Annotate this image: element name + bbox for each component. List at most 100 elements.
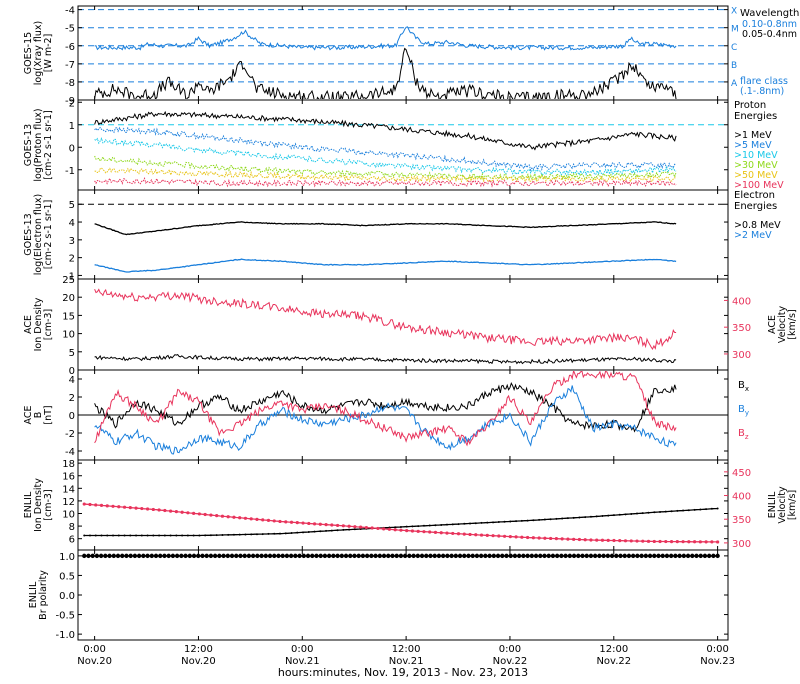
series-point	[86, 553, 91, 559]
series-point	[83, 534, 86, 537]
series-point	[229, 553, 235, 559]
series-point	[169, 509, 173, 513]
series-point	[614, 553, 619, 559]
series-point	[312, 522, 317, 526]
series-point	[200, 553, 205, 559]
series-point	[486, 521, 489, 524]
y-axis-label: GOES-13 log(Proton flux) [cm-2 s-1 sr-1]	[23, 108, 54, 181]
series-point	[577, 537, 582, 542]
series-point	[266, 518, 271, 522]
series-point	[243, 516, 248, 520]
series-point	[623, 539, 628, 543]
series-point	[704, 540, 708, 544]
series-point	[491, 534, 495, 538]
series-point	[343, 553, 349, 559]
series-point	[415, 553, 421, 559]
series-point	[589, 538, 593, 542]
series-point	[369, 553, 374, 559]
series-point	[635, 553, 640, 559]
series-point	[559, 553, 564, 559]
series-point	[284, 553, 290, 559]
legend-title: Energies	[734, 111, 777, 122]
y2-axis-label-line: [km/s]	[787, 490, 798, 520]
series-line	[94, 176, 677, 188]
series-point	[318, 553, 323, 559]
series-point	[398, 553, 404, 559]
series-point	[687, 509, 690, 512]
series-point	[428, 524, 431, 527]
series-point	[82, 553, 87, 559]
x-tick-time-label: 12:00	[599, 644, 628, 655]
series-point	[474, 533, 478, 537]
series-point	[318, 522, 322, 526]
series-line	[94, 137, 677, 177]
series-point	[192, 511, 196, 515]
series-point	[687, 540, 691, 544]
series-point	[227, 533, 230, 536]
series-point	[326, 553, 332, 559]
y-axis-label-line: ENLIL	[23, 491, 34, 518]
legend-entry: By	[738, 404, 749, 417]
x-tick-date-label: Nov.21	[389, 656, 424, 667]
series-point	[166, 553, 171, 559]
series-point	[394, 553, 399, 559]
y2-tick-label: 300	[732, 539, 751, 550]
series-point	[526, 519, 529, 522]
series-point	[175, 534, 178, 537]
series-point	[149, 553, 154, 559]
series-point	[212, 553, 218, 559]
series-point	[466, 553, 471, 559]
series-point	[474, 553, 480, 559]
y2-axis-label-line: Velocity	[777, 486, 788, 524]
series-point	[485, 533, 489, 537]
series-point	[376, 526, 380, 531]
series-point	[462, 532, 466, 536]
series-point	[348, 528, 351, 531]
series-group	[82, 553, 720, 559]
series-point	[106, 534, 109, 537]
series-point	[656, 553, 661, 559]
series-point	[215, 534, 218, 537]
series-point	[330, 523, 334, 527]
y-tick-label: -1.0	[55, 630, 75, 641]
series-point	[440, 553, 446, 559]
legend-title: Proton	[734, 100, 766, 111]
series-point	[705, 508, 708, 511]
series-point	[272, 553, 277, 559]
series-point	[456, 532, 461, 536]
series-point	[572, 516, 575, 519]
y-tick-label: 14	[62, 484, 75, 495]
series-point	[635, 539, 639, 543]
series-point	[111, 504, 115, 508]
series-point	[394, 526, 397, 529]
series-point	[588, 553, 594, 559]
series-point	[302, 531, 305, 534]
series-point	[221, 533, 224, 536]
y2-axis-label-line: ENLIL	[767, 491, 778, 518]
series-point	[122, 505, 127, 509]
series-point	[509, 520, 512, 523]
y-tick-label: -9	[65, 96, 75, 107]
series-line	[94, 354, 677, 365]
series-point	[508, 534, 512, 539]
series-point	[140, 534, 143, 537]
series-point	[94, 503, 98, 507]
series-group	[94, 221, 677, 273]
series-point	[331, 553, 336, 559]
series-point	[538, 518, 541, 521]
y2-tick-label: 450	[732, 468, 751, 479]
panel-electron: 1 2 3 4 5 GOES-13 log(Electron flux) [cm-2 s-1 …	[23, 189, 781, 282]
series-point	[386, 553, 391, 559]
series-point	[232, 533, 235, 536]
series-point	[399, 528, 403, 532]
series-point	[88, 502, 92, 507]
series-point	[457, 523, 460, 526]
series-point	[690, 553, 695, 559]
series-line	[94, 258, 677, 273]
series-point	[373, 553, 378, 559]
y-tick-label: 15	[62, 311, 75, 322]
series-point	[322, 553, 328, 559]
y-axis-label-line: GOES-15	[23, 32, 34, 74]
